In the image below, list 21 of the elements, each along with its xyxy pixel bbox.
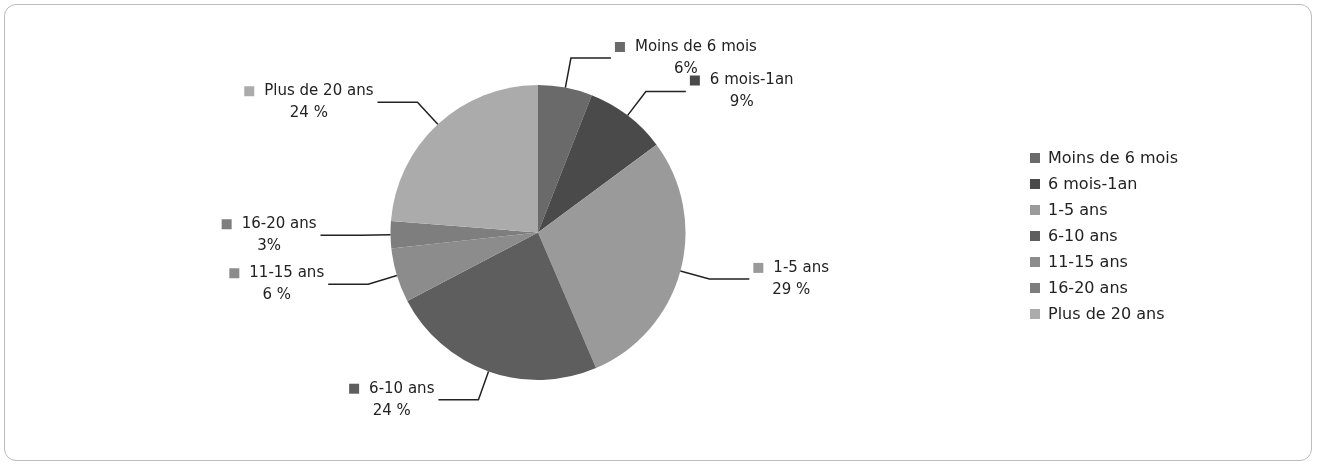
data-label: 29 % [772, 279, 811, 298]
data-label: 24 % [289, 103, 328, 122]
legend-label: Moins de 6 mois [634, 36, 758, 55]
category-label: Plus de 20 ans [1048, 304, 1165, 323]
category-label: 6 mois-1an [1048, 174, 1138, 193]
category-label: Moins de 6 mois [1048, 148, 1179, 167]
category-label: 6-10 ans [1048, 226, 1118, 245]
legend-label: Plus de 20 ans [264, 81, 374, 100]
legend-label: 1-5 ans [773, 257, 830, 276]
legend-label: 6 mois-1an [709, 70, 794, 89]
legend-label: 11-15 ans [249, 263, 325, 282]
data-label: 6 % [262, 285, 292, 304]
data-label: 24 % [372, 400, 411, 419]
data-label: 9% [729, 92, 754, 111]
legend-label: 6-10 ans [369, 378, 435, 397]
category-label: 1-5 ans [1048, 200, 1108, 219]
data-label: 3% [257, 236, 281, 255]
category-label: 11-15 ans [1048, 252, 1128, 271]
data-label: 6% [674, 58, 698, 77]
category-label: 16-20 ans [1048, 278, 1128, 297]
legend-label: 16-20 ans [241, 214, 317, 233]
